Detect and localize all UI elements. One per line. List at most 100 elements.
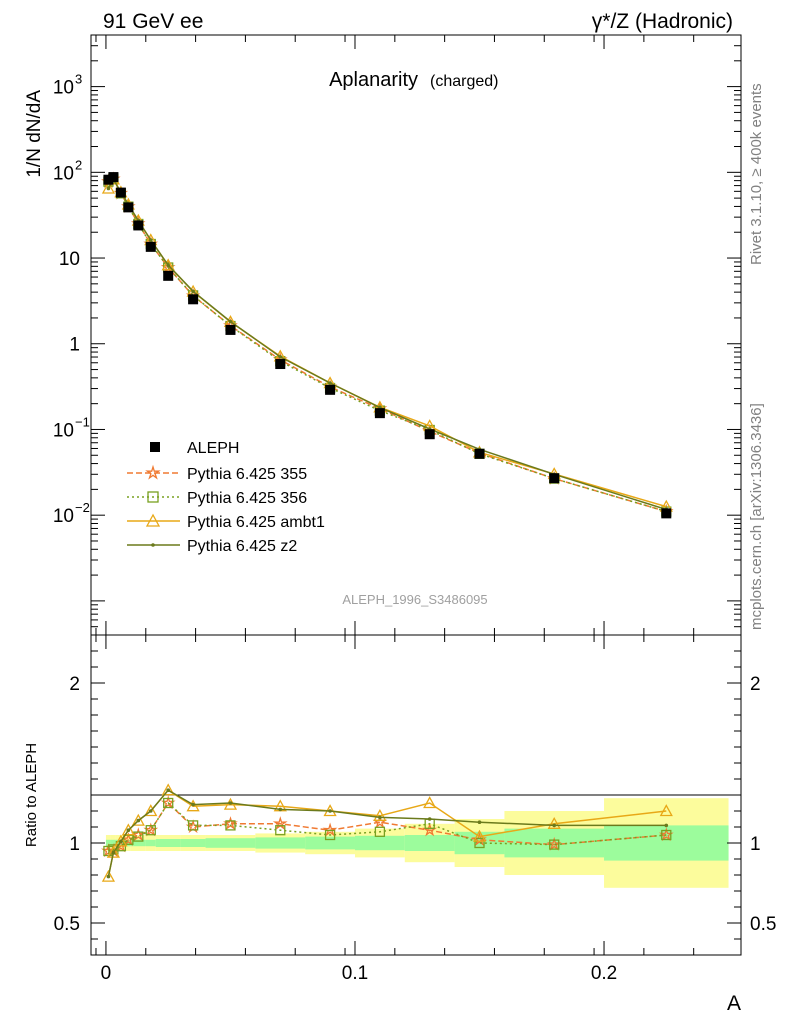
data-point: [474, 448, 485, 459]
series-point: [106, 186, 111, 191]
data-point: [549, 473, 560, 484]
data-point: [108, 172, 119, 183]
ratio-point: [324, 829, 336, 841]
legend-label: Pythia 6.425 z2: [187, 538, 297, 555]
rivet-version-text: Rivet 3.1.10, ≥ 400k events: [748, 83, 765, 265]
data-point: [225, 324, 236, 335]
x-axis-label: A: [727, 992, 741, 1015]
analysis-watermark: ALEPH_1996_S3486095: [342, 592, 487, 607]
ratio-axis-label: Ratio to ALEPH: [23, 743, 40, 847]
ratio-point: [144, 804, 158, 817]
ratio-point: [427, 817, 432, 821]
ratio-tick-label-right: 0.5: [750, 914, 776, 935]
ratio-tick-label-right: 2: [750, 674, 761, 695]
ratio-point: [278, 807, 283, 812]
ratio-tick-label-left: 0.5: [54, 914, 80, 935]
x-tick-label: 0: [101, 963, 112, 984]
y-tick-exponent: −2: [75, 500, 90, 515]
ratio-point: [131, 813, 145, 826]
series-point: [191, 289, 195, 294]
ratio-point: [187, 820, 199, 831]
legend-swatch-data: [150, 442, 160, 452]
y-tick-exponent: −1: [75, 414, 90, 429]
series-point: [161, 258, 175, 271]
ratio-inner-band: [305, 836, 355, 850]
ratio-point: [659, 804, 673, 817]
data-point: [123, 202, 134, 213]
ratio-line: [107, 789, 667, 877]
y-tick-label: 10: [59, 249, 80, 270]
legend-label: Pythia 6.425 355: [187, 466, 307, 483]
ratio-point: [161, 783, 175, 796]
ratio-inner-band: [404, 835, 455, 851]
ratio-point: [191, 802, 195, 807]
ratio-point: [114, 834, 128, 847]
series-line: [107, 177, 667, 508]
ratio-point: [111, 850, 116, 855]
ratio-point: [186, 799, 200, 812]
series-point: [228, 319, 233, 324]
ratio-tick-label-right: 1: [750, 834, 761, 855]
y-tick-label: 1: [69, 335, 80, 356]
ratio-point: [275, 825, 286, 836]
ratio-point: [106, 845, 121, 858]
legend-swatch-marker: [145, 513, 161, 527]
data-point: [145, 241, 156, 252]
mcplots-credit-text: mcplots.cern.ch [arXiv:1306.3436]: [748, 403, 765, 630]
series-line: [108, 177, 667, 513]
x-tick-label: 0.1: [342, 963, 368, 984]
ratio-point: [328, 809, 332, 813]
ratio-inner-band: [180, 839, 206, 847]
main-plot-data: [101, 171, 674, 519]
ratio-point: [121, 823, 135, 836]
header-right: γ*/Z (Hadronic): [592, 10, 733, 33]
legend-label: Pythia 6.425 ambt1: [187, 514, 325, 531]
series-point: [148, 238, 153, 242]
series-point: [278, 355, 283, 359]
plot-title-suffix: (charged): [430, 73, 498, 90]
ratio-point: [423, 796, 437, 809]
y-tick-exponent: 3: [75, 72, 82, 87]
ratio-point: [106, 874, 111, 879]
ratio-inner-band: [205, 838, 256, 848]
legend-label-data: ALEPH: [187, 440, 239, 457]
ratio-point: [133, 831, 144, 842]
data-point: [661, 508, 672, 519]
y-tick-label: 10: [53, 420, 74, 441]
ratio-uncertainty-bands: [105, 798, 729, 888]
ratio-point: [322, 822, 338, 837]
y-tick-label: 10: [53, 78, 74, 99]
x-tick-label: 0.2: [591, 963, 617, 984]
series-line: [108, 177, 667, 513]
series-line: [107, 177, 667, 511]
ratio-point: [552, 823, 557, 828]
ratio-point: [549, 839, 560, 850]
header-left: 91 GeV ee: [103, 10, 203, 33]
ratio-point: [163, 797, 174, 809]
ratio-point: [664, 823, 669, 828]
main-plot-panel: Aplanarity (charged) ALEPH_1996_S3486095…: [24, 34, 742, 636]
plot-title: Aplanarity: [329, 69, 418, 91]
legend-swatch-marker: [147, 491, 159, 503]
ratio-inner-band: [125, 839, 131, 847]
data-point: [133, 220, 144, 231]
ratio-point: [472, 829, 487, 842]
legend-swatch-marker: [151, 543, 155, 547]
legend-label: Pythia 6.425 356: [187, 490, 307, 507]
ratio-point: [145, 825, 156, 836]
ratio-inner-band: [354, 835, 405, 851]
y-tick-exponent: 2: [75, 157, 82, 172]
ratio-point: [477, 820, 482, 824]
ratio-point: [136, 818, 141, 823]
ratio-tick-label-left: 1: [69, 834, 80, 855]
ratio-tick-label-left: 2: [69, 674, 80, 695]
y-tick-label: 10: [53, 506, 74, 527]
series-point: [166, 263, 171, 268]
ratio-point: [223, 816, 238, 830]
data-point: [424, 429, 435, 440]
ratio-inner-band: [155, 839, 181, 847]
data-point: [163, 270, 174, 281]
ratio-point: [225, 820, 236, 831]
